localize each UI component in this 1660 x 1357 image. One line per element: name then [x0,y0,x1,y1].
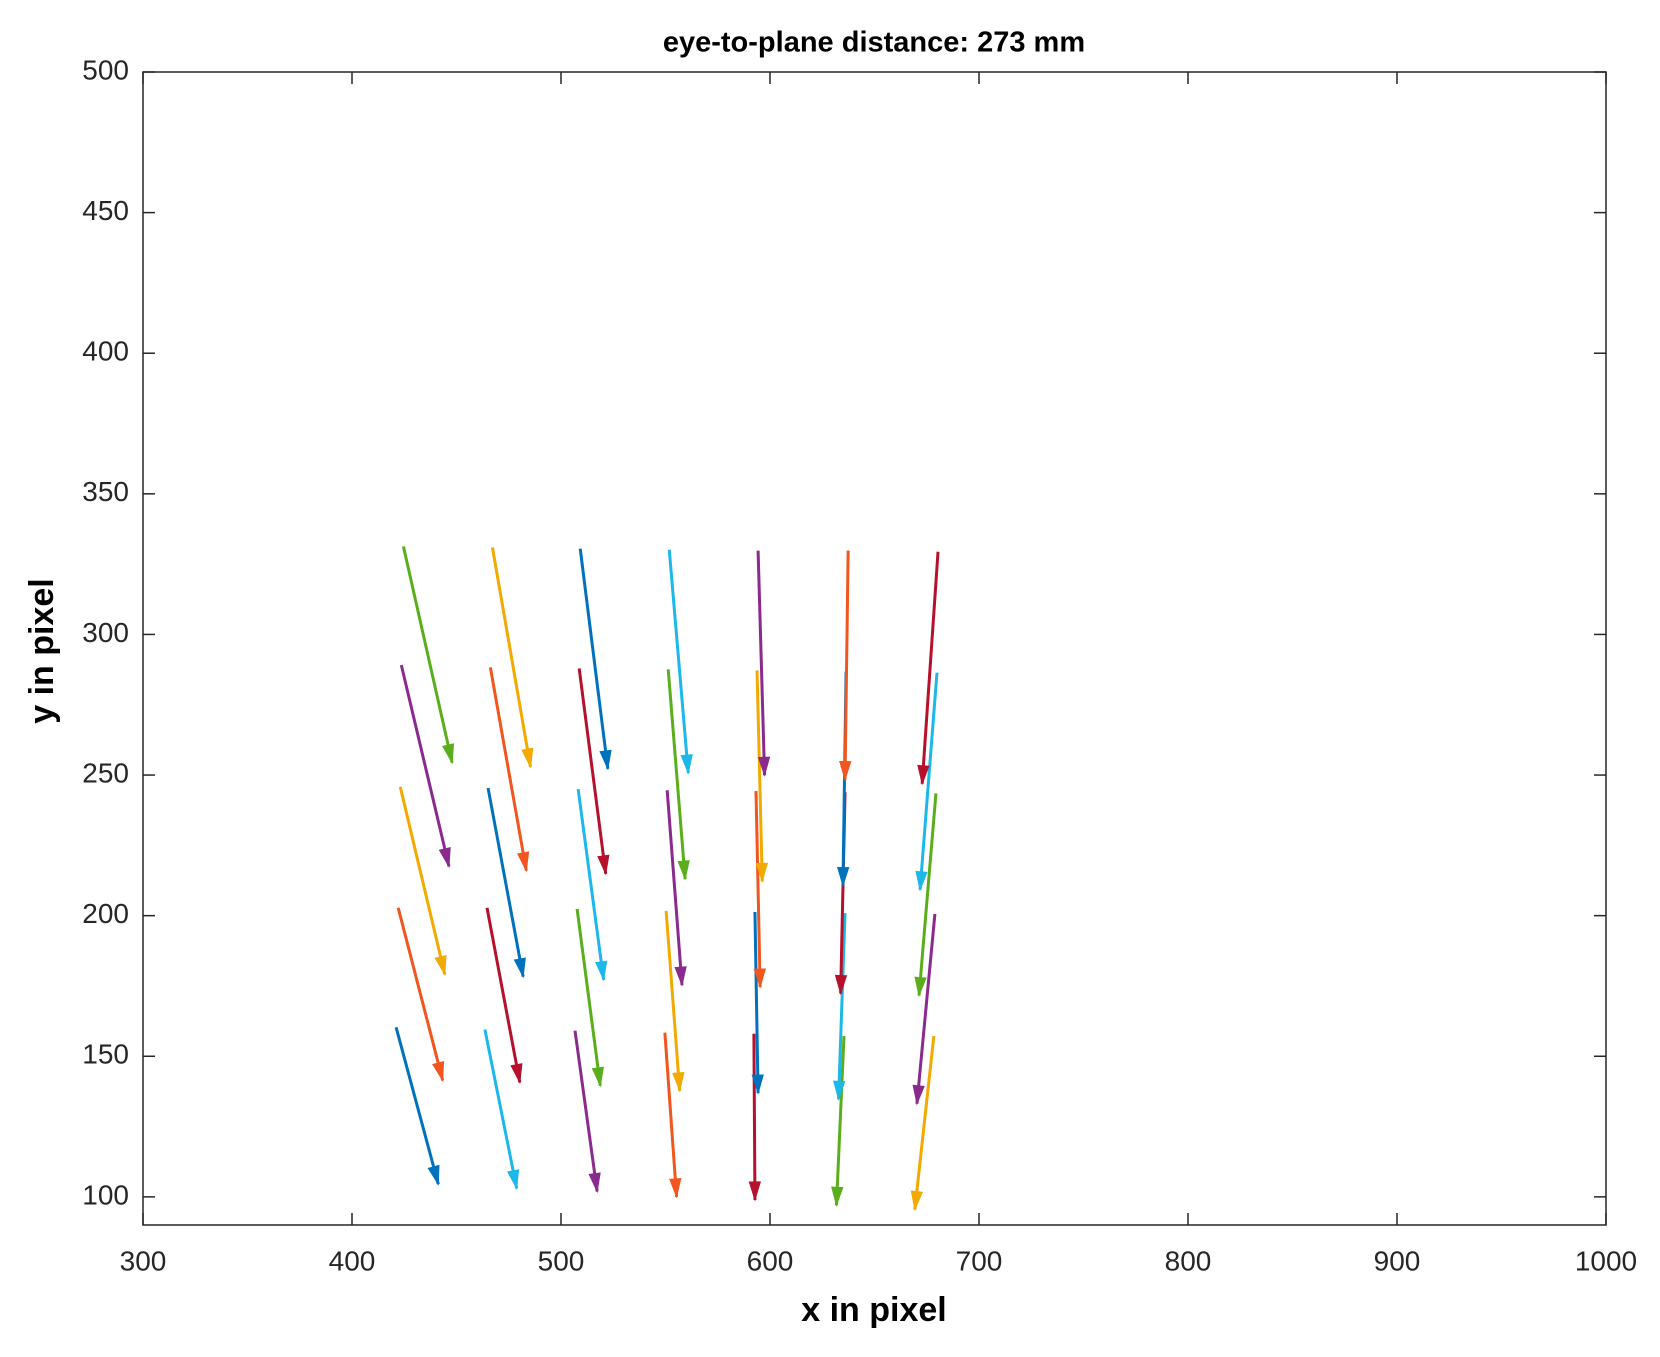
y-axis-label: y in pixel [23,578,61,724]
y-tick-label: 100 [82,1179,129,1210]
y-tick-label: 300 [82,617,129,648]
x-axis-label: x in pixel [801,1291,947,1329]
arrow-head [837,866,850,888]
arrow-shaft [577,668,608,874]
arrow-head [672,1071,685,1093]
y-tick-label: 500 [82,54,129,85]
arrow-shaft [399,664,451,867]
arrow-shaft [915,913,937,1104]
arrow-shaft [490,547,532,768]
arrow-head [510,1063,523,1085]
arrow-head [597,854,610,876]
x-tick-label: 300 [120,1245,167,1276]
y-tick-label: 350 [82,476,129,507]
arrow-shaft [837,913,847,1100]
arrow-head [507,1169,520,1191]
arrow-shaft [756,550,767,776]
arrow-shaft [575,908,602,1086]
arrow-head [831,1186,844,1208]
arrow-shaft [834,1035,846,1206]
arrow-shaft [485,907,522,1083]
arrow-shaft [754,791,762,988]
x-tick-label: 600 [747,1245,794,1276]
y-tick-label: 400 [82,336,129,367]
arrow-shaft [918,672,939,890]
arrow-shaft [666,669,687,880]
arrow-shaft [667,549,690,774]
y-tick-label: 250 [82,757,129,788]
arrow-shaft [913,1035,936,1210]
arrow-head [912,1084,925,1106]
arrow-shaft [753,911,760,1094]
arrow-head [591,1066,605,1088]
x-tick-label: 700 [956,1245,1003,1276]
arrow-head [513,957,526,979]
x-tick-label: 1000 [1575,1245,1637,1276]
arrow-head [839,760,852,782]
arrow-head [751,1074,764,1095]
y-tick-label: 150 [82,1039,129,1070]
arrow-shaft [920,551,940,784]
arrow-shaft [576,788,606,980]
arrow-head [521,747,534,769]
x-tick-label: 800 [1165,1245,1212,1276]
chart-title: eye-to-plane distance: 273 mm [663,27,1085,59]
arrow-head [677,860,690,881]
arrow-shaft [917,793,938,996]
arrow-shaft [665,790,684,986]
arrow-shaft [398,786,447,975]
arrow-head [442,743,455,765]
arrow-head [755,862,768,884]
arrow-shaft [486,787,525,977]
arrow-head [674,966,687,987]
arrow-head [599,749,612,771]
arrow-shaft [663,1032,679,1197]
arrow-head [834,974,848,996]
arrow-shaft [394,1026,440,1185]
arrow-head [757,756,771,778]
arrow-head [753,968,766,989]
arrow-shaft [755,670,764,882]
x-tick-label: 900 [1374,1245,1421,1276]
y-tick-label: 450 [82,195,129,226]
arrow-head [588,1172,601,1194]
y-tick-label: 200 [82,898,129,929]
arrow-shaft [664,910,682,1091]
arrow-shaft [483,1029,519,1189]
plot-box [142,71,1607,1226]
arrow-head [595,960,608,982]
x-tick-label: 500 [538,1245,585,1276]
arrow-head [432,1060,445,1083]
arrow-shaft [396,907,445,1081]
arrow-head [914,976,927,998]
arrow-shaft [573,1030,599,1192]
x-tick-label: 400 [329,1245,376,1276]
arrow-shaft [401,546,454,764]
arrow-shaft [578,548,610,770]
arrow-shaft [843,550,850,780]
arrow-head [517,851,530,873]
arrow-shaft [752,1033,757,1200]
arrow-head [833,1080,846,1102]
arrow-head [669,1177,682,1199]
arrow-head [438,847,451,869]
arrow-shaft [488,667,528,871]
arrow-head [748,1181,762,1202]
arrow-head [680,754,693,775]
arrow-head [910,1190,923,1212]
arrow-head [427,1164,440,1186]
arrow-head [915,870,928,892]
arrow-head [917,764,930,786]
arrow-head [434,955,447,977]
